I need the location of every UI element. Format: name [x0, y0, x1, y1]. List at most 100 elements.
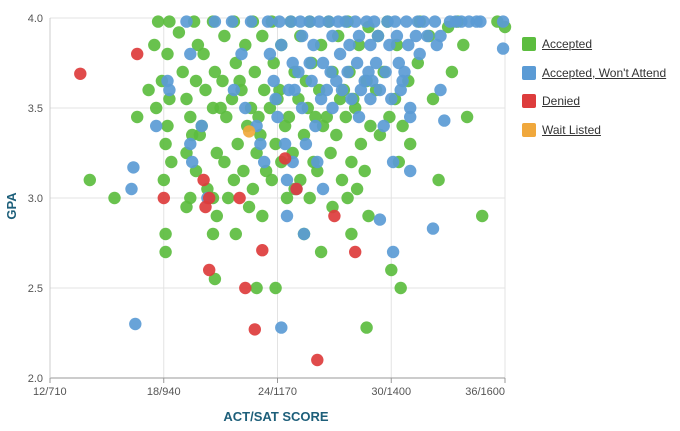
- data-point: [385, 92, 398, 106]
- data-point: [269, 281, 282, 295]
- data-point: [244, 15, 258, 28]
- data-point: [159, 227, 172, 241]
- legend-swatch-denied: [522, 94, 536, 109]
- data-point: [328, 209, 341, 223]
- data-point: [242, 125, 256, 138]
- data-point: [265, 173, 278, 187]
- data-point: [345, 92, 358, 106]
- data-point: [197, 173, 210, 187]
- data-point: [290, 182, 303, 196]
- data-point: [426, 92, 440, 106]
- data-point: [161, 47, 174, 61]
- axes: [49, 18, 506, 383]
- data-point: [352, 110, 366, 124]
- data-point: [496, 42, 510, 55]
- data-point: [227, 83, 241, 97]
- legend: Accepted Accepted, Won't Attend Denied W…: [522, 30, 666, 144]
- y-tick-label: 3.5: [28, 103, 43, 115]
- data-point: [129, 317, 142, 331]
- data-point: [362, 209, 375, 223]
- data-point: [417, 15, 430, 28]
- data-point: [358, 74, 371, 88]
- data-point: [172, 26, 186, 39]
- x-tick-label: 30/1400: [371, 386, 411, 398]
- legend-item-accepted-wont-attend[interactable]: Accepted, Won't Attend: [522, 59, 666, 88]
- data-point: [345, 227, 358, 241]
- data-point: [343, 38, 356, 52]
- x-tick-label: 24/1170: [258, 386, 297, 398]
- data-point: [476, 209, 489, 223]
- data-point: [237, 164, 250, 178]
- data-point: [369, 56, 383, 70]
- data-point: [151, 15, 165, 28]
- data-point: [125, 182, 138, 196]
- data-point: [364, 38, 377, 52]
- data-point: [390, 29, 404, 43]
- legend-swatch-accepted: [522, 37, 536, 52]
- data-point: [273, 15, 286, 28]
- data-point: [282, 83, 296, 97]
- data-point: [280, 173, 294, 187]
- data-point: [256, 244, 269, 257]
- data-point: [428, 15, 442, 28]
- data-point: [320, 110, 333, 124]
- data-point: [263, 101, 277, 115]
- data-point: [191, 38, 205, 52]
- data-point: [210, 209, 223, 223]
- data-point: [430, 38, 443, 52]
- data-point: [184, 137, 197, 151]
- data-point: [229, 56, 242, 70]
- data-point: [165, 155, 178, 169]
- data-point: [163, 83, 176, 97]
- data-point: [303, 191, 316, 205]
- legend-item-denied[interactable]: Denied: [522, 87, 666, 116]
- data-point: [131, 110, 144, 124]
- data-point: [426, 222, 440, 235]
- data-point: [402, 38, 415, 52]
- data-point: [335, 83, 349, 97]
- data-point: [349, 245, 362, 259]
- legend-label-accepted: Accepted: [542, 37, 593, 52]
- data-point: [413, 47, 426, 61]
- data-point: [409, 29, 423, 43]
- legend-item-wait-listed[interactable]: Wait Listed: [522, 116, 666, 145]
- data-point: [364, 119, 377, 133]
- data-point: [345, 155, 358, 169]
- data-point: [74, 67, 87, 81]
- data-point: [311, 353, 324, 367]
- data-point: [199, 83, 212, 97]
- data-point: [261, 15, 275, 28]
- data-point: [242, 200, 256, 214]
- data-point: [313, 15, 326, 28]
- legend-label-wait-listed: Wait Listed: [542, 122, 601, 137]
- data-point: [377, 119, 390, 133]
- data-point: [220, 110, 233, 124]
- data-point: [227, 173, 241, 187]
- data-point: [383, 38, 396, 52]
- data-point: [222, 191, 235, 205]
- data-point: [216, 74, 229, 88]
- data-point: [180, 15, 193, 28]
- data-point: [206, 227, 220, 241]
- data-point: [394, 281, 407, 295]
- data-point: [286, 56, 299, 70]
- data-point: [358, 164, 371, 178]
- data-point: [269, 92, 282, 106]
- data-point: [330, 74, 343, 88]
- data-point: [350, 182, 364, 196]
- legend-item-accepted[interactable]: Accepted: [522, 30, 666, 59]
- data-point: [305, 74, 318, 88]
- data-point: [371, 29, 385, 43]
- data-point: [295, 29, 309, 43]
- data-point: [157, 173, 170, 187]
- data-point: [496, 15, 510, 28]
- data-point: [324, 65, 337, 79]
- tick-labels: 2.0 2.5 3.0 3.5 4.0 12/710 18/940 24/1170 30/140…: [28, 13, 505, 398]
- data-point: [258, 83, 271, 97]
- data-point: [180, 200, 193, 214]
- data-point: [186, 155, 199, 169]
- data-point: [368, 15, 381, 28]
- data-point: [309, 110, 322, 124]
- data-point: [333, 47, 347, 61]
